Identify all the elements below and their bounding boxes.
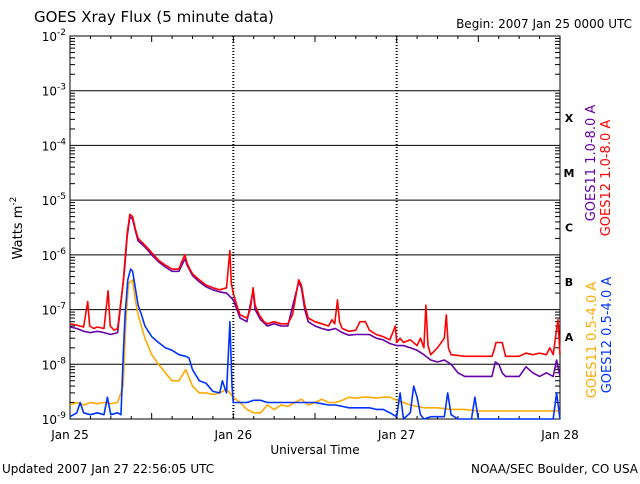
flare-class-label: A: [565, 331, 574, 344]
y-tick-base: 10: [42, 139, 57, 153]
flare-class-label: M: [564, 167, 575, 180]
y-tick-label: 10-5: [42, 192, 66, 208]
y-tick-base: 10: [42, 194, 57, 208]
series-line: [69, 279, 560, 414]
y-axis: 10-910-810-710-610-510-410-310-2: [42, 28, 560, 427]
legend-entry: GOES11 0.5-4.0 A: [585, 282, 600, 399]
legend-entry: GOES11 1.0-8.0 A: [584, 105, 599, 222]
updated-label: Updated 2007 Jan 27 22:56:05 UTC: [2, 462, 214, 476]
y-tick-label: 10-7: [42, 302, 66, 318]
x-tick-label: Jan 25: [50, 428, 89, 442]
credit-label: NOAA/SEC Boulder, CO USA: [471, 462, 639, 476]
y-tick-exp: -8: [57, 356, 66, 366]
y-tick-label: 10-9: [42, 411, 67, 427]
series-line: [69, 213, 561, 358]
x-tick-label: Jan 26: [214, 428, 253, 442]
y-tick-base: 10: [42, 413, 57, 427]
y-tick-exp: -6: [57, 247, 66, 257]
y-tick-exp: -7: [57, 302, 66, 312]
legend-entry: GOES12 0.5-4.0 A: [600, 277, 615, 394]
flare-class-label: X: [565, 112, 574, 125]
y-tick-exp: -9: [57, 411, 66, 421]
grid: [70, 36, 560, 419]
flare-class-label: B: [565, 276, 573, 289]
plot-frame: [69, 35, 561, 420]
y-tick-label: 10-2: [42, 28, 66, 44]
chart-title: GOES Xray Flux (5 minute data): [34, 8, 274, 26]
series-line: [69, 215, 561, 378]
begin-label: Begin: 2007 Jan 25 0000 UTC: [456, 17, 632, 31]
series-line: [69, 268, 561, 420]
x-tick-label: Jan 28: [540, 428, 579, 442]
y-tick-label: 10-4: [42, 137, 67, 153]
y-tick-exp: -4: [57, 137, 66, 147]
flare-class-labels: A B C M X: [564, 112, 575, 344]
y-axis-title: Watts m-2: [9, 197, 26, 260]
y-tick-label: 10-3: [42, 83, 66, 99]
x-tick-label: Jan 27: [377, 428, 416, 442]
y-tick-base: 10: [42, 85, 57, 99]
series-group: [69, 213, 561, 420]
y-tick-base: 10: [42, 304, 57, 318]
y-tick-base: 10: [42, 249, 57, 263]
y-axis-label: Watts m-2: [9, 197, 26, 260]
y-tick-exp: -2: [57, 28, 66, 38]
x-axis: Jan 25 Jan 26 Jan 27 Jan 28: [50, 36, 579, 442]
y-tick-label: 10-6: [42, 247, 67, 263]
x-axis-label: Universal Time: [270, 443, 359, 457]
y-tick-exp: -3: [57, 83, 66, 93]
y-tick-base: 10: [42, 30, 57, 44]
flare-class-label: C: [565, 222, 573, 235]
y-tick-base: 10: [42, 358, 57, 372]
y-tick-label: 10-8: [42, 356, 67, 372]
legend-entry: GOES12 1.0-8.0 A: [599, 120, 614, 237]
y-tick-exp: -5: [57, 192, 66, 202]
y-axis-label-sup: -2: [9, 197, 19, 206]
